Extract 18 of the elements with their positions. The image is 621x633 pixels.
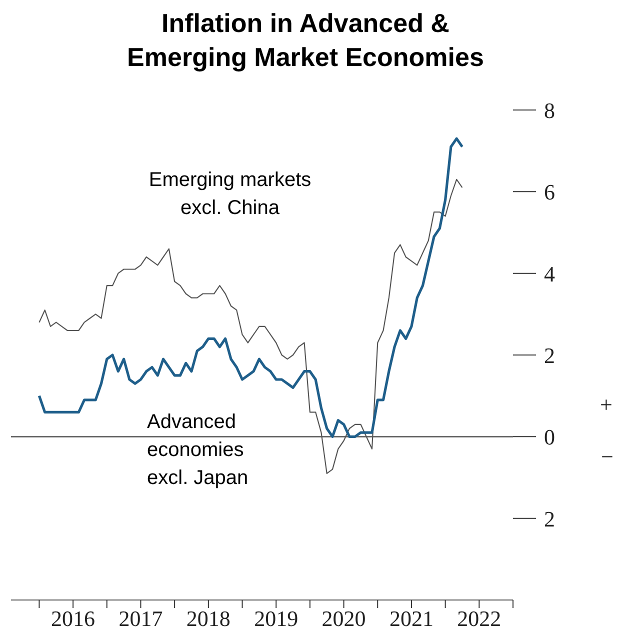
- y-tick-label: 6: [544, 180, 555, 205]
- chart-title: Inflation in Advanced & Emerging Market Economies: [126, 7, 485, 74]
- series-label: Advanced economies excl. Japan: [147, 410, 250, 491]
- y-tick-label: 0: [544, 424, 555, 450]
- series-label: Emerging markets excl. China: [148, 168, 312, 221]
- x-tick-label: 2020: [322, 606, 366, 631]
- x-tick-label: 2016: [51, 606, 96, 631]
- text: +: [600, 392, 612, 418]
- y-tick-label: 2: [544, 506, 555, 532]
- x-tick-label: 2019: [254, 606, 298, 631]
- y-tick-label: 4: [544, 261, 555, 286]
- y-tick-label: 8: [544, 98, 555, 123]
- y-tick-label: 2: [544, 343, 555, 368]
- x-tick-label: 2017: [118, 606, 163, 631]
- text: −: [601, 444, 614, 470]
- x-tick-label: 2018: [186, 606, 230, 631]
- x-tick-label: 2022: [457, 606, 502, 631]
- x-tick-label: 2021: [389, 606, 434, 631]
